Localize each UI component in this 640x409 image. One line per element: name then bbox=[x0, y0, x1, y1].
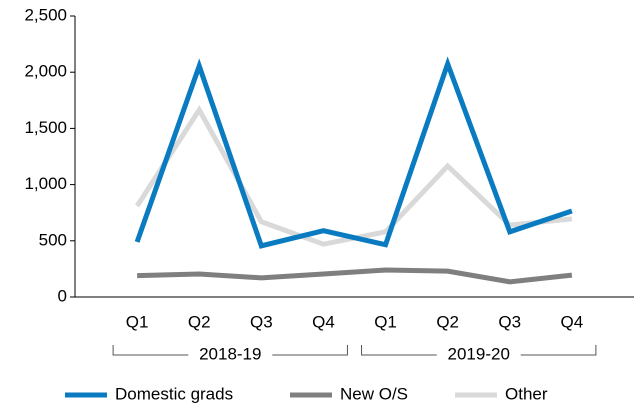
x-tick-label: Q2 bbox=[188, 312, 211, 331]
x-tick-label: Q4 bbox=[561, 312, 584, 331]
x-tick-label: Q3 bbox=[498, 312, 521, 331]
x-tick-label: Q2 bbox=[436, 312, 459, 331]
x-tick-label: Q1 bbox=[374, 312, 397, 331]
y-tick-label: 1,500 bbox=[24, 118, 67, 137]
group-label-bg bbox=[188, 345, 273, 365]
series-line bbox=[137, 267, 573, 285]
y-tick-label: 500 bbox=[39, 230, 67, 249]
x-tick-label: Q4 bbox=[312, 312, 335, 331]
y-tick-label: 2,500 bbox=[24, 5, 67, 24]
y-tick-label: 1,000 bbox=[24, 174, 67, 193]
x-tick-label: Q3 bbox=[250, 312, 273, 331]
legend-label: Domestic grads bbox=[115, 384, 233, 403]
legend-label: Other bbox=[505, 384, 548, 403]
legend-label: New O/S bbox=[340, 384, 408, 403]
group-label: 2018-19 bbox=[199, 344, 261, 363]
series-line bbox=[134, 56, 573, 249]
y-tick-label: 2,000 bbox=[24, 62, 67, 81]
y-tick-label: 0 bbox=[58, 286, 67, 305]
group-label-bg bbox=[436, 345, 521, 365]
x-tick-label: Q1 bbox=[126, 312, 149, 331]
group-label: 2019-20 bbox=[448, 344, 510, 363]
